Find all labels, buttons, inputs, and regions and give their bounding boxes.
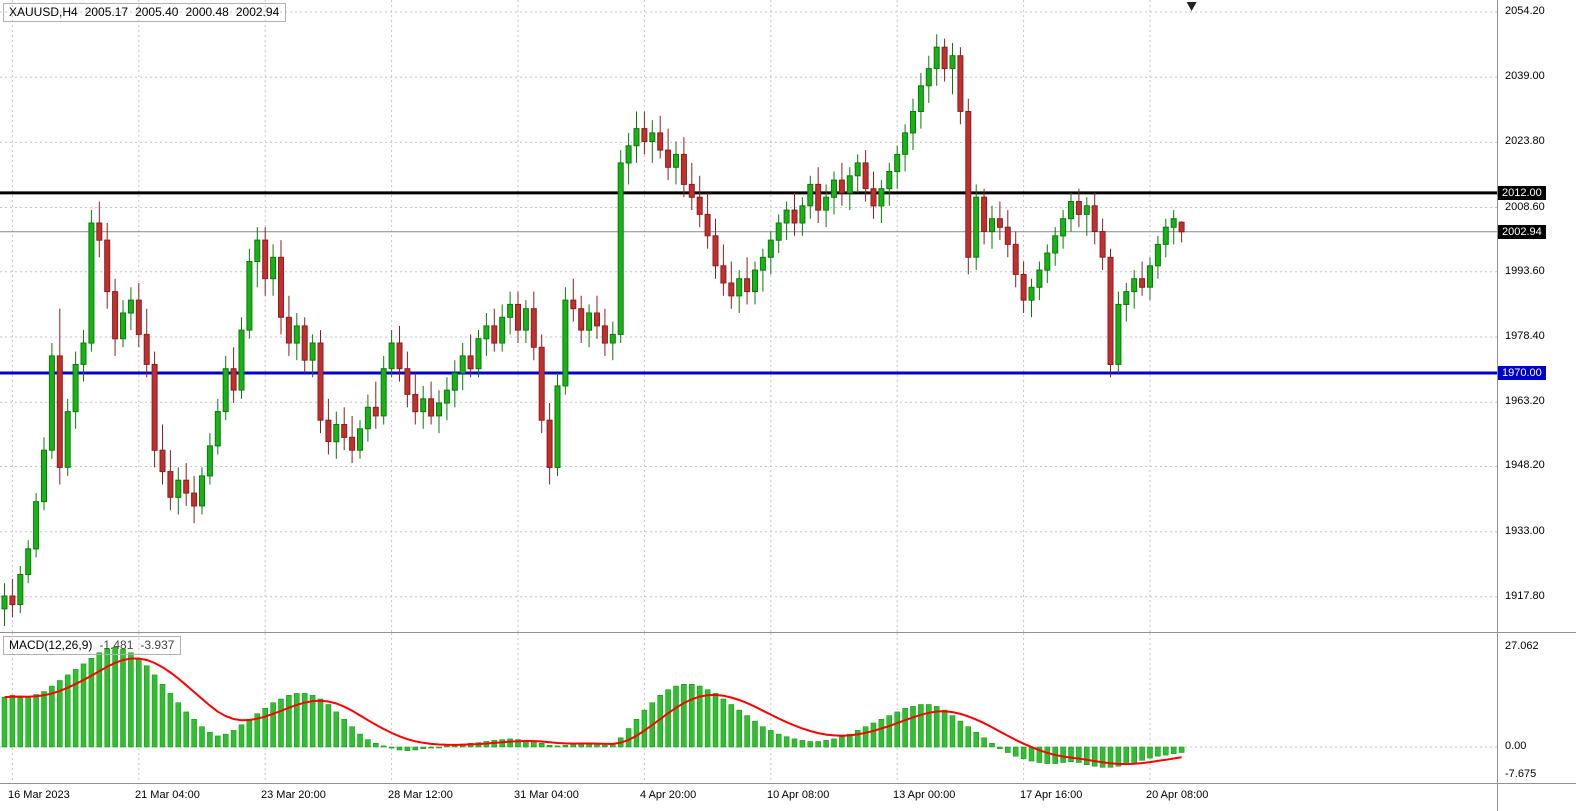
time-axis-label: 23 Mar 20:00 — [261, 789, 326, 801]
macd-tick-label: -7.675 — [1505, 768, 1537, 780]
macd-signal-line — [4, 657, 1182, 766]
price-tick-label: 1963.20 — [1505, 395, 1545, 407]
ohlc-open: 2005.17 — [84, 5, 129, 19]
macd-label: MACD(12,26,9) -1.481 -3.937 — [3, 636, 182, 655]
price-axis: 2054.20 2039.00 2023.80 2008.60 1993.60 1978.… — [1497, 0, 1576, 811]
price-tick-label: 1933.00 — [1505, 525, 1545, 537]
hline-price-badge: 2012.00 — [1498, 186, 1546, 200]
macd-tick-label: 27.062 — [1505, 640, 1539, 652]
time-axis-label: 31 Mar 04:00 — [514, 789, 579, 801]
price-tick-label: 1948.20 — [1505, 459, 1545, 471]
current-price-badge: 2002.94 — [1498, 225, 1546, 239]
time-axis-label: 21 Mar 04:00 — [135, 789, 200, 801]
macd-tick-label: 0.00 — [1505, 740, 1527, 752]
hline-price-badge: 1970.00 — [1498, 366, 1546, 380]
chart-symbol-label: XAUUSD,H4 — [9, 5, 78, 19]
chart-shift-marker[interactable] — [1186, 2, 1197, 11]
macd-panel-canvas[interactable] — [0, 633, 1497, 783]
macd-indicator-name: MACD(12,26,9) — [9, 638, 93, 652]
time-axis-label: 28 Mar 12:00 — [388, 789, 453, 801]
price-tick-label: 1978.40 — [1505, 330, 1545, 342]
macd-signal-value: -3.937 — [140, 638, 175, 652]
time-axis-label: 16 Mar 2023 — [8, 789, 70, 801]
price-tick-label: 1917.80 — [1505, 590, 1545, 602]
time-axis-label: 4 Apr 20:00 — [640, 789, 697, 801]
ohlc-low: 2000.48 — [185, 5, 229, 19]
panel-separator[interactable] — [0, 632, 1576, 633]
price-tick-label: 2039.00 — [1505, 70, 1545, 82]
price-tick-label: 2023.80 — [1505, 135, 1545, 147]
chart-title: XAUUSD,H4 2005.17 2005.40 2000.48 2002.94 — [3, 3, 287, 22]
time-axis-label: 10 Apr 08:00 — [767, 789, 830, 801]
timeaxis-separator — [0, 783, 1576, 784]
price-tick-label: 1993.60 — [1505, 265, 1545, 277]
price-axis-separator — [1497, 0, 1498, 811]
time-axis-label: 17 Apr 16:00 — [1020, 789, 1083, 801]
time-axis-label: 13 Apr 00:00 — [893, 789, 956, 801]
ohlc-high: 2005.40 — [135, 5, 179, 19]
ohlc-close: 2002.94 — [235, 5, 280, 19]
time-axis-label: 20 Apr 08:00 — [1146, 789, 1209, 801]
price-chart-canvas[interactable] — [0, 0, 1497, 632]
price-tick-label: 2054.20 — [1505, 5, 1545, 17]
price-tick-label: 2008.60 — [1505, 201, 1545, 213]
macd-main-value: -1.481 — [99, 638, 134, 652]
time-axis: 16 Mar 2023 21 Mar 04:00 23 Mar 20:00 28 Ma… — [0, 783, 1497, 811]
